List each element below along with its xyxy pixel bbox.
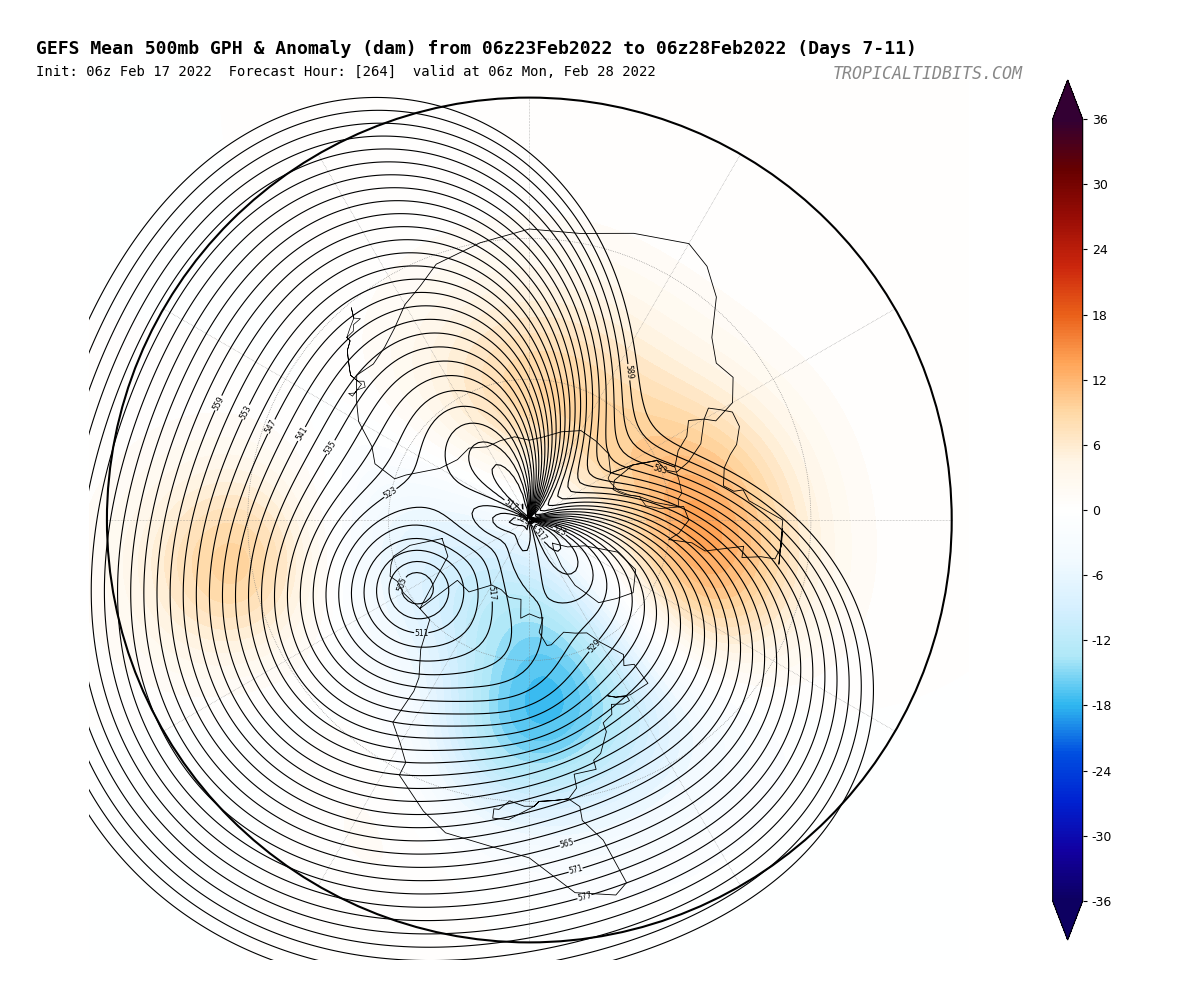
Point [79,952,99,968]
Point [79,952,99,968]
Point [79,952,99,968]
Point [79,952,99,968]
Point [79,952,99,968]
Point [79,952,99,968]
Text: 589: 589 [623,364,634,380]
Text: 559: 559 [211,394,226,411]
Text: 541: 541 [294,425,309,443]
Text: 517: 517 [487,586,497,601]
Point [79,952,99,968]
Point [79,952,99,968]
Point [79,952,99,968]
Text: 529: 529 [586,637,603,654]
Point [79,952,99,968]
Point [79,952,99,968]
Point [79,952,99,968]
Point [79,952,99,968]
Text: GEFS Mean 500mb GPH & Anomaly (dam) from 06z23Feb2022 to 06z28Feb2022 (Days 7-11: GEFS Mean 500mb GPH & Anomaly (dam) from… [36,40,917,58]
Point [79,952,99,968]
Point [79,952,99,968]
Text: 523: 523 [381,485,399,501]
Point [79,952,99,968]
Point [79,952,99,968]
Point [79,952,99,968]
Text: 517: 517 [502,497,518,512]
Point [79,952,99,968]
Point [79,952,99,968]
Text: TROPICALTIDBITS.COM: TROPICALTIDBITS.COM [832,65,1023,83]
Point [79,952,99,968]
Point [79,952,99,968]
Point [79,952,99,968]
Point [79,952,99,968]
Point [79,952,99,968]
Text: 517: 517 [532,527,547,544]
Text: 547: 547 [263,418,279,435]
Point [79,952,99,968]
Text: 583: 583 [652,463,669,476]
Point [79,952,99,968]
Point [79,952,99,968]
Point [79,952,99,968]
Point [79,952,99,968]
Point [79,952,99,968]
Text: 577: 577 [576,891,593,903]
Point [79,952,99,968]
PathPatch shape [1053,80,1083,119]
Point [79,952,99,968]
Point [79,952,99,968]
Point [79,952,99,968]
Point [79,952,99,968]
Point [79,952,99,968]
Text: Init: 06z Feb 17 2022  Forecast Hour: [264]  valid at 06z Mon, Feb 28 2022: Init: 06z Feb 17 2022 Forecast Hour: [26… [36,65,656,79]
Point [79,952,99,968]
Text: 529: 529 [514,513,532,527]
Point [79,952,99,968]
Point [79,952,99,968]
Text: 511: 511 [414,629,428,638]
Point [79,952,99,968]
Point [79,952,99,968]
Point [79,952,99,968]
Point [79,952,99,968]
Point [79,952,99,968]
Point [79,952,99,968]
Point [79,952,99,968]
Point [79,952,99,968]
Point [79,952,99,968]
Point [79,952,99,968]
Point [79,952,99,968]
Point [79,952,99,968]
Point [79,952,99,968]
Point [79,952,99,968]
Point [79,952,99,968]
Point [79,952,99,968]
Point [79,952,99,968]
Text: 535: 535 [322,439,338,456]
PathPatch shape [1053,901,1083,940]
Point [79,952,99,968]
Point [79,952,99,968]
Point [79,952,99,968]
Point [79,952,99,968]
Point [79,952,99,968]
Text: 571: 571 [568,864,583,876]
Point [79,952,99,968]
Point [79,952,99,968]
Text: 553: 553 [238,403,254,421]
Point [79,952,99,968]
Circle shape [107,98,952,942]
Point [79,952,99,968]
Text: 565: 565 [558,837,575,850]
Point [79,952,99,968]
Point [79,952,99,968]
Point [79,952,99,968]
Point [79,952,99,968]
Point [79,952,99,968]
Point [79,952,99,968]
Text: 505: 505 [396,576,408,592]
Point [79,952,99,968]
Text: 523: 523 [551,524,568,538]
Point [79,952,99,968]
